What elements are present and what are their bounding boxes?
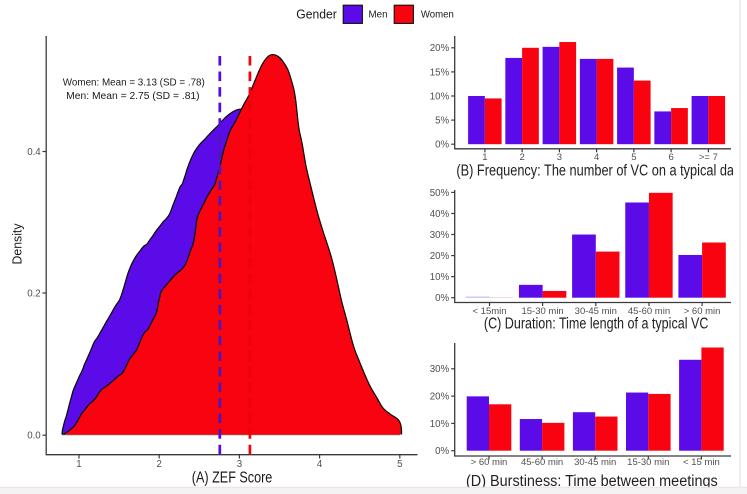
svg-text:20%: 20% [430,43,450,54]
svg-text:15%: 15% [430,67,450,78]
svg-text:(C) Duration: Time length of a: (C) Duration: Time length of a typical V… [484,316,709,333]
svg-text:< 15min: < 15min [472,306,506,317]
svg-text:0.2: 0.2 [27,288,40,299]
svg-text:Women: Women [421,9,454,20]
svg-text:Gender: Gender [296,7,337,22]
svg-text:30%: 30% [430,230,450,241]
svg-text:Men: Mean = 2.75 (SD = .81): Men: Mean = 2.75 (SD = .81) [66,91,199,102]
svg-text:10%: 10% [430,91,450,102]
svg-text:45-60 min: 45-60 min [521,457,563,468]
svg-text:15-30 min: 15-30 min [627,457,669,468]
svg-text:10%: 10% [430,272,450,283]
svg-text:30-45 min: 30-45 min [575,306,617,317]
svg-text:5: 5 [631,152,636,163]
svg-text:4: 4 [594,152,599,163]
svg-text:2: 2 [157,459,162,470]
svg-text:4: 4 [317,459,323,470]
svg-text:6: 6 [668,152,673,163]
svg-text:5: 5 [397,459,402,470]
svg-text:3: 3 [557,152,562,163]
svg-text:45-60 min: 45-60 min [628,306,670,317]
svg-text:1: 1 [482,152,487,163]
svg-text:30-45 min: 30-45 min [574,457,616,468]
svg-text:0.4: 0.4 [27,147,41,158]
svg-text:< 15 min: < 15 min [683,457,720,468]
svg-text:40%: 40% [430,209,450,220]
svg-text:(D) Burstiness: Time between m: (D) Burstiness: Time between meetings [466,473,718,490]
svg-text:0%: 0% [435,293,449,304]
svg-text:Men: Men [369,9,388,20]
svg-text:0%: 0% [435,446,449,457]
svg-text:20%: 20% [430,251,450,262]
svg-text:15-30 min: 15-30 min [521,306,563,317]
svg-text:0%: 0% [435,140,449,151]
svg-text:0.0: 0.0 [27,431,41,442]
svg-text:20%: 20% [430,392,450,403]
svg-text:(B) Frequency: The number of V: (B) Frequency: The number of VC on a typ… [456,162,740,179]
svg-text:3: 3 [237,459,242,470]
svg-text:Women: Mean = 3.13 (SD = .78): Women: Mean = 3.13 (SD = .78) [63,78,205,89]
svg-text:>= 7: >= 7 [699,152,718,163]
svg-text:5%: 5% [435,116,449,127]
svg-text:(A) ZEF Score: (A) ZEF Score [192,469,272,486]
svg-text:50%: 50% [430,188,450,199]
svg-text:> 60 min: > 60 min [471,457,508,468]
svg-text:1: 1 [76,459,81,470]
svg-text:10%: 10% [430,419,450,430]
svg-text:> 60 min: > 60 min [684,306,721,317]
svg-text:30%: 30% [430,364,450,375]
svg-text:Density: Density [10,223,25,264]
svg-text:2: 2 [519,152,524,163]
